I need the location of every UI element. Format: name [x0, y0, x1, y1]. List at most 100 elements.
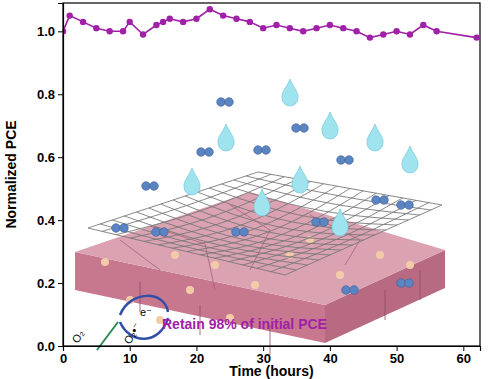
marker: [300, 28, 306, 34]
y-tick-label: 0.8: [37, 87, 55, 102]
marker: [193, 16, 199, 22]
y-tick-label: 0.2: [37, 276, 55, 291]
x-axis-title: Time (hours): [229, 363, 314, 379]
y-tick-label: 0.0: [37, 339, 55, 354]
mesh: [229, 196, 390, 262]
droplet: [184, 168, 200, 195]
marker: [473, 34, 479, 40]
illustration: [75, 79, 445, 355]
marker: [180, 19, 186, 25]
x-tick: 40: [323, 346, 337, 366]
grain-boundary: [385, 290, 386, 320]
molecule: [262, 146, 271, 155]
mesh: [222, 184, 409, 220]
x-tick-label: 10: [123, 351, 137, 366]
molecule: [300, 124, 309, 133]
droplet: [332, 209, 348, 236]
marker: [433, 28, 439, 34]
illustration-label: e⁻: [140, 306, 152, 318]
plot: 01020304050600.00.20.40.60.81.0: [37, 3, 481, 366]
grain-boundary: [420, 270, 421, 300]
y-tick-label: 1.0: [37, 24, 55, 39]
molecule: [345, 156, 354, 165]
mesh: [197, 192, 386, 230]
marker: [287, 25, 293, 31]
molecule: [405, 279, 414, 288]
mesh: [234, 180, 420, 215]
marker: [380, 31, 386, 37]
molecule: [405, 201, 414, 210]
molecule: [292, 124, 301, 133]
particle: [376, 251, 384, 259]
particle: [211, 261, 219, 269]
molecule: [120, 224, 129, 233]
molecule: [152, 228, 161, 237]
x-tick: 60: [457, 346, 471, 366]
particle: [406, 261, 414, 269]
x-tick: 50: [390, 346, 404, 366]
data-layer: [63, 6, 480, 41]
mesh: [100, 224, 296, 270]
marker: [247, 19, 253, 25]
x-tick-label: 50: [390, 351, 404, 366]
particle: [171, 251, 179, 259]
mesh: [285, 205, 442, 275]
molecule: [205, 148, 214, 157]
molecule: [232, 228, 241, 237]
molecule: [320, 218, 329, 227]
marker: [407, 31, 413, 37]
x-tick: 20: [190, 346, 204, 366]
molecule: [337, 156, 346, 165]
x-tick-label: 60: [457, 351, 471, 366]
droplet: [218, 124, 234, 151]
molecule: [312, 218, 321, 227]
marker: [367, 34, 373, 40]
marker: [207, 6, 213, 12]
particle: [251, 281, 259, 289]
particle: [186, 286, 194, 294]
y-tick: 0.8: [37, 87, 63, 102]
marker: [127, 19, 133, 25]
molecule: [254, 146, 263, 155]
line: [63, 9, 477, 37]
marker: [153, 22, 159, 28]
grain-boundary: [120, 240, 160, 270]
y-tick: 0.0: [37, 339, 63, 354]
molecule: [197, 148, 206, 157]
molecule: [240, 228, 249, 237]
molecule: [217, 98, 226, 107]
y-tick: 0.2: [37, 276, 63, 291]
droplet: [322, 112, 338, 139]
marker: [340, 25, 346, 31]
y-tick-mark: [58, 31, 63, 32]
marker: [80, 19, 86, 25]
y-tick: 1.0: [37, 24, 63, 39]
mesh: [271, 203, 429, 272]
molecule: [372, 196, 381, 205]
molecule: [112, 224, 121, 233]
marker: [107, 28, 113, 34]
marker: [120, 28, 126, 34]
particle: [336, 271, 344, 279]
marker: [220, 12, 226, 18]
y-tick-label: 0.4: [37, 213, 56, 228]
y-axis-line: [58, 4, 64, 347]
y-tick-mark: [58, 346, 63, 347]
y-tick: 0.4: [37, 213, 63, 228]
x-tick-label: 40: [323, 351, 337, 366]
molecule: [142, 182, 151, 191]
marker: [93, 25, 99, 31]
molecule: [380, 196, 389, 205]
mesh: [246, 176, 431, 210]
droplet: [254, 189, 270, 216]
illustration-label: O₂: [69, 328, 86, 345]
marker: [273, 22, 279, 28]
molecule: [397, 279, 406, 288]
x-tick: 10: [123, 346, 137, 366]
molecule: [350, 286, 359, 295]
marker: [327, 22, 333, 28]
x-tick-label: 20: [190, 351, 204, 366]
frame: [63, 3, 480, 346]
x-tick-label: 0: [60, 351, 67, 366]
mesh: [201, 191, 364, 255]
